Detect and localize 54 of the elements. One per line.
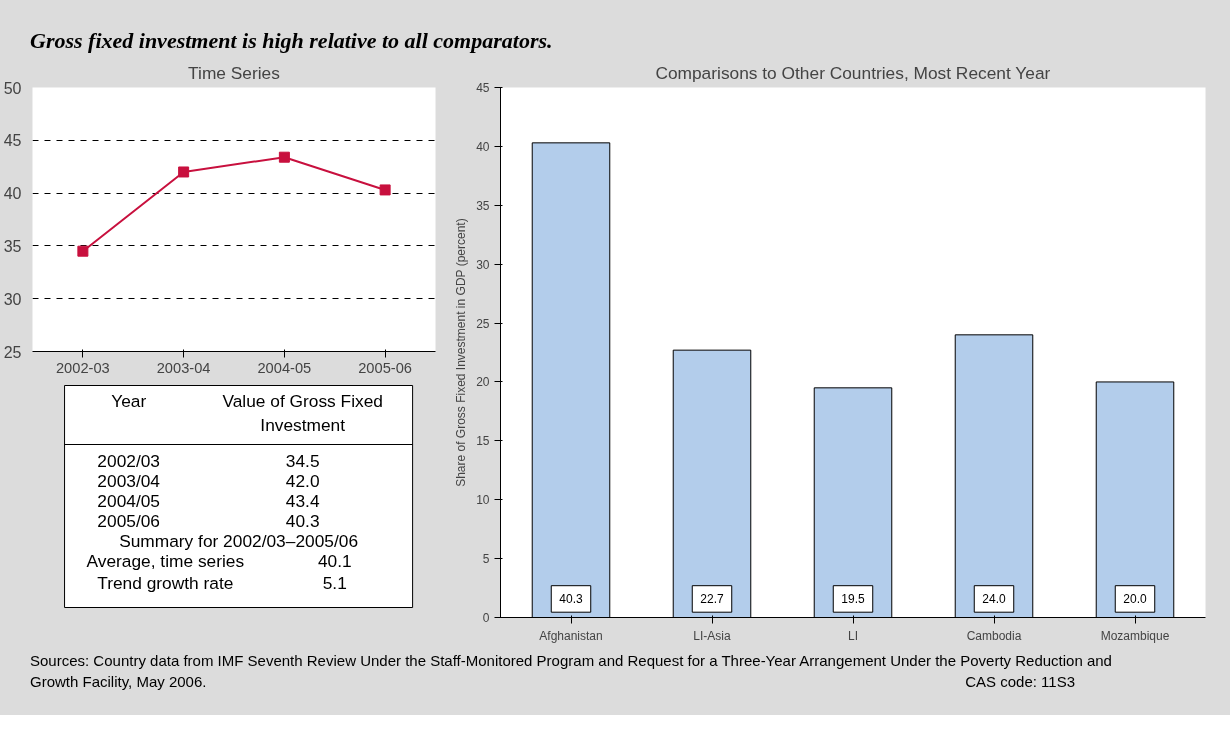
y-tick-label: 50 (3, 79, 22, 97)
y-tick-label: 30 (3, 290, 22, 308)
x-tick-label: 2003-04 (156, 359, 211, 376)
text: 2005/06 (97, 510, 160, 531)
data-label: 24.0 (982, 592, 1006, 607)
point (379, 184, 391, 196)
text: Trend growth rate (97, 572, 234, 593)
y-tick-label: 35 (476, 198, 490, 213)
x-tick-label: 2005-06 (358, 359, 413, 376)
point (278, 151, 290, 163)
x-tick-label: LI (848, 628, 859, 643)
y-tick-label: 45 (476, 81, 490, 95)
point (178, 166, 190, 178)
data-label: 22.7 (700, 592, 724, 607)
x-tick-label: Cambodia (966, 628, 1022, 643)
y-tick-label: 35 (3, 237, 22, 255)
x-tick-label: 2004-05 (257, 359, 312, 376)
text: 2003/04 (97, 470, 161, 491)
point (77, 245, 89, 257)
chart-subtitle: Time Series (188, 62, 281, 83)
text: 40.3 (285, 510, 320, 531)
text: 34.5 (285, 450, 320, 471)
x-tick-label: 2002-03 (55, 359, 110, 376)
y-tick-label: 40 (3, 185, 22, 203)
y-tick-label: 30 (476, 257, 490, 272)
chart-title: Gross fixed investment is high relative to all comparators. (30, 27, 553, 55)
x-tick-label: Mozambique (1100, 628, 1170, 643)
y-axis-title: Share of Gross Fixed Investment in GDP (percent) (454, 218, 469, 487)
text: Average, time series (86, 550, 245, 571)
data-label: 19.5 (841, 592, 865, 607)
data-label: 40.3 (559, 592, 583, 607)
text: Year (111, 390, 147, 411)
chart-title: Comparisons to Other Countries, Most Recent Year (655, 62, 1051, 83)
y-tick-label: 45 (3, 132, 22, 150)
y-tick-label: 0 (482, 611, 490, 625)
text: CAS code: 11S3 (965, 672, 1076, 693)
text: 2002/03 (97, 450, 160, 471)
text: Summary for 2002/03–2005/06 (119, 530, 359, 551)
text: 42.0 (285, 470, 320, 491)
y-tick-label: 40 (476, 139, 490, 154)
y-tick-label: 5 (482, 552, 490, 567)
x-tick-label: LI-Asia (693, 628, 731, 643)
text: 40.1 (317, 550, 352, 571)
y-tick-label: 10 (476, 493, 490, 508)
text: Value of Gross Fixed Investment (222, 390, 383, 435)
text: 2004/05 (97, 490, 160, 511)
x-tick-label: Afghanistan (539, 628, 603, 643)
y-tick-label: 25 (476, 316, 490, 331)
data-label: 20.0 (1123, 592, 1147, 607)
y-tick-label: 15 (476, 434, 490, 449)
text: 43.4 (285, 490, 320, 511)
y-tick-label: 25 (3, 343, 22, 361)
y-tick-label: 20 (476, 375, 490, 390)
text: 5.1 (322, 572, 347, 593)
